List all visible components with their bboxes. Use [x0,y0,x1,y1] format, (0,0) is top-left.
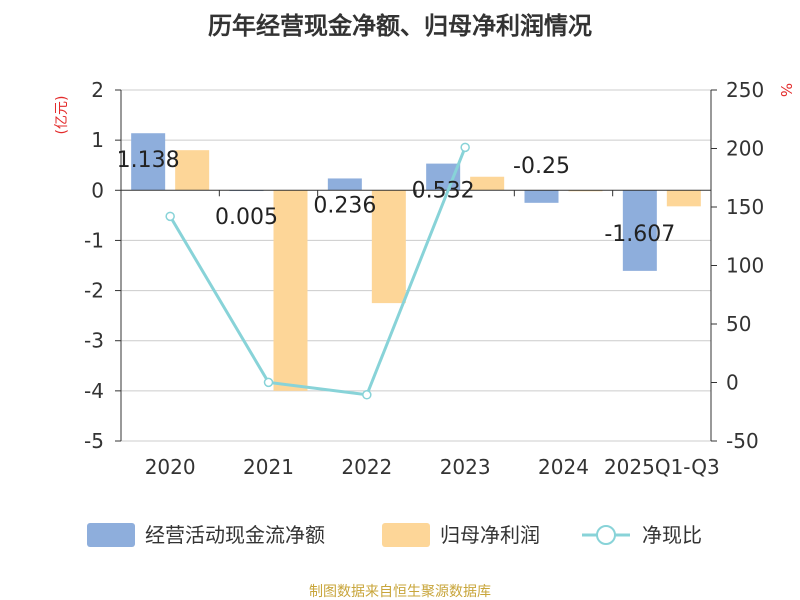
data-label-cashflow: 0.236 [313,193,376,218]
legend-swatch-cashflow [87,523,135,547]
left-tick-label: 2 [91,78,104,102]
bar-cashflow [327,178,362,191]
bar-cashflow [524,190,559,203]
ratio-point [362,390,372,400]
source-note: 制图数据来自恒生聚源数据库 [309,584,491,600]
right-tick-label: 0 [726,371,739,395]
legend-label-ratio: 净现比 [642,523,702,547]
ratio-point [263,377,274,388]
legend-item-net-profit[interactable]: 归母净利润 [382,523,540,547]
x-tick-label: 2024 [538,455,589,479]
data-label-cashflow: 1.138 [117,148,180,173]
bar-net-profit [568,190,603,192]
data-label-cashflow: -0.25 [513,154,570,179]
x-tick-label: 2020 [145,455,196,479]
legend-label-cashflow: 经营活动现金流净额 [145,523,325,547]
y-right-axis-label: % [777,83,795,97]
x-tick-label: 2023 [440,455,491,479]
bars [131,133,701,391]
ratio-point [165,211,175,222]
bar-net-profit [371,190,406,304]
data-label-cashflow: 0.532 [412,179,475,204]
x-tick-label: 2021 [243,455,294,479]
bar-net-profit [273,190,308,391]
left-axis: 2 1 0 -1 -2 -3 -4 -5 [84,78,122,453]
x-tick-label: 2025Q1-Q3 [604,455,720,479]
right-tick-label: 250 [726,78,764,102]
legend-swatch-net-profit [382,523,430,547]
data-label-cashflow: -1.607 [604,222,675,247]
left-tick-label: 0 [91,178,104,202]
left-tick-label: -4 [84,379,104,403]
right-axis: 250 200 150 100 50 0 -50 [710,78,764,453]
bar-cashflow [131,133,166,191]
right-tick-label: 50 [726,312,751,336]
legend-item-ratio[interactable]: 净现比 [582,523,702,547]
left-tick-label: -3 [84,329,104,353]
data-label-cashflow: 0.005 [215,205,278,230]
left-tick-label: -2 [84,279,104,303]
ratio-line [168,146,467,397]
bar-cashflow [622,190,657,271]
left-tick-label: -5 [84,429,104,453]
right-tick-label: 200 [726,137,764,161]
ratio-point [460,142,470,153]
right-tick-label: -50 [726,429,759,453]
left-tick-label: 1 [91,128,104,152]
chart-title: 历年经营现金净额、归母净利润情况 [208,12,592,40]
right-tick-label: 150 [726,195,764,219]
bar-net-profit [666,190,701,207]
legend-label-net-profit: 归母净利润 [440,523,540,547]
y-left-axis-label: (亿元) [54,96,70,135]
x-tick-labels: 2020 2021 2022 2023 2024 2025Q1-Q3 [145,455,720,479]
left-tick-label: -1 [84,228,104,252]
legend-item-cashflow[interactable]: 经营活动现金流净额 [87,523,325,547]
legend-swatch-ratio-marker [596,525,616,545]
bar-net-profit [175,150,210,191]
ratio-line-series [165,142,470,400]
x-tick-label: 2022 [341,455,392,479]
bar-net-profit [470,176,505,191]
data-labels: 1.138 0.005 0.236 0.532 -0.25 -1.607 [117,148,676,247]
grid-lines [121,89,711,442]
right-tick-label: 100 [726,254,764,278]
legend: 经营活动现金流净额 归母净利润 净现比 [87,523,702,547]
zero-line [120,189,712,197]
